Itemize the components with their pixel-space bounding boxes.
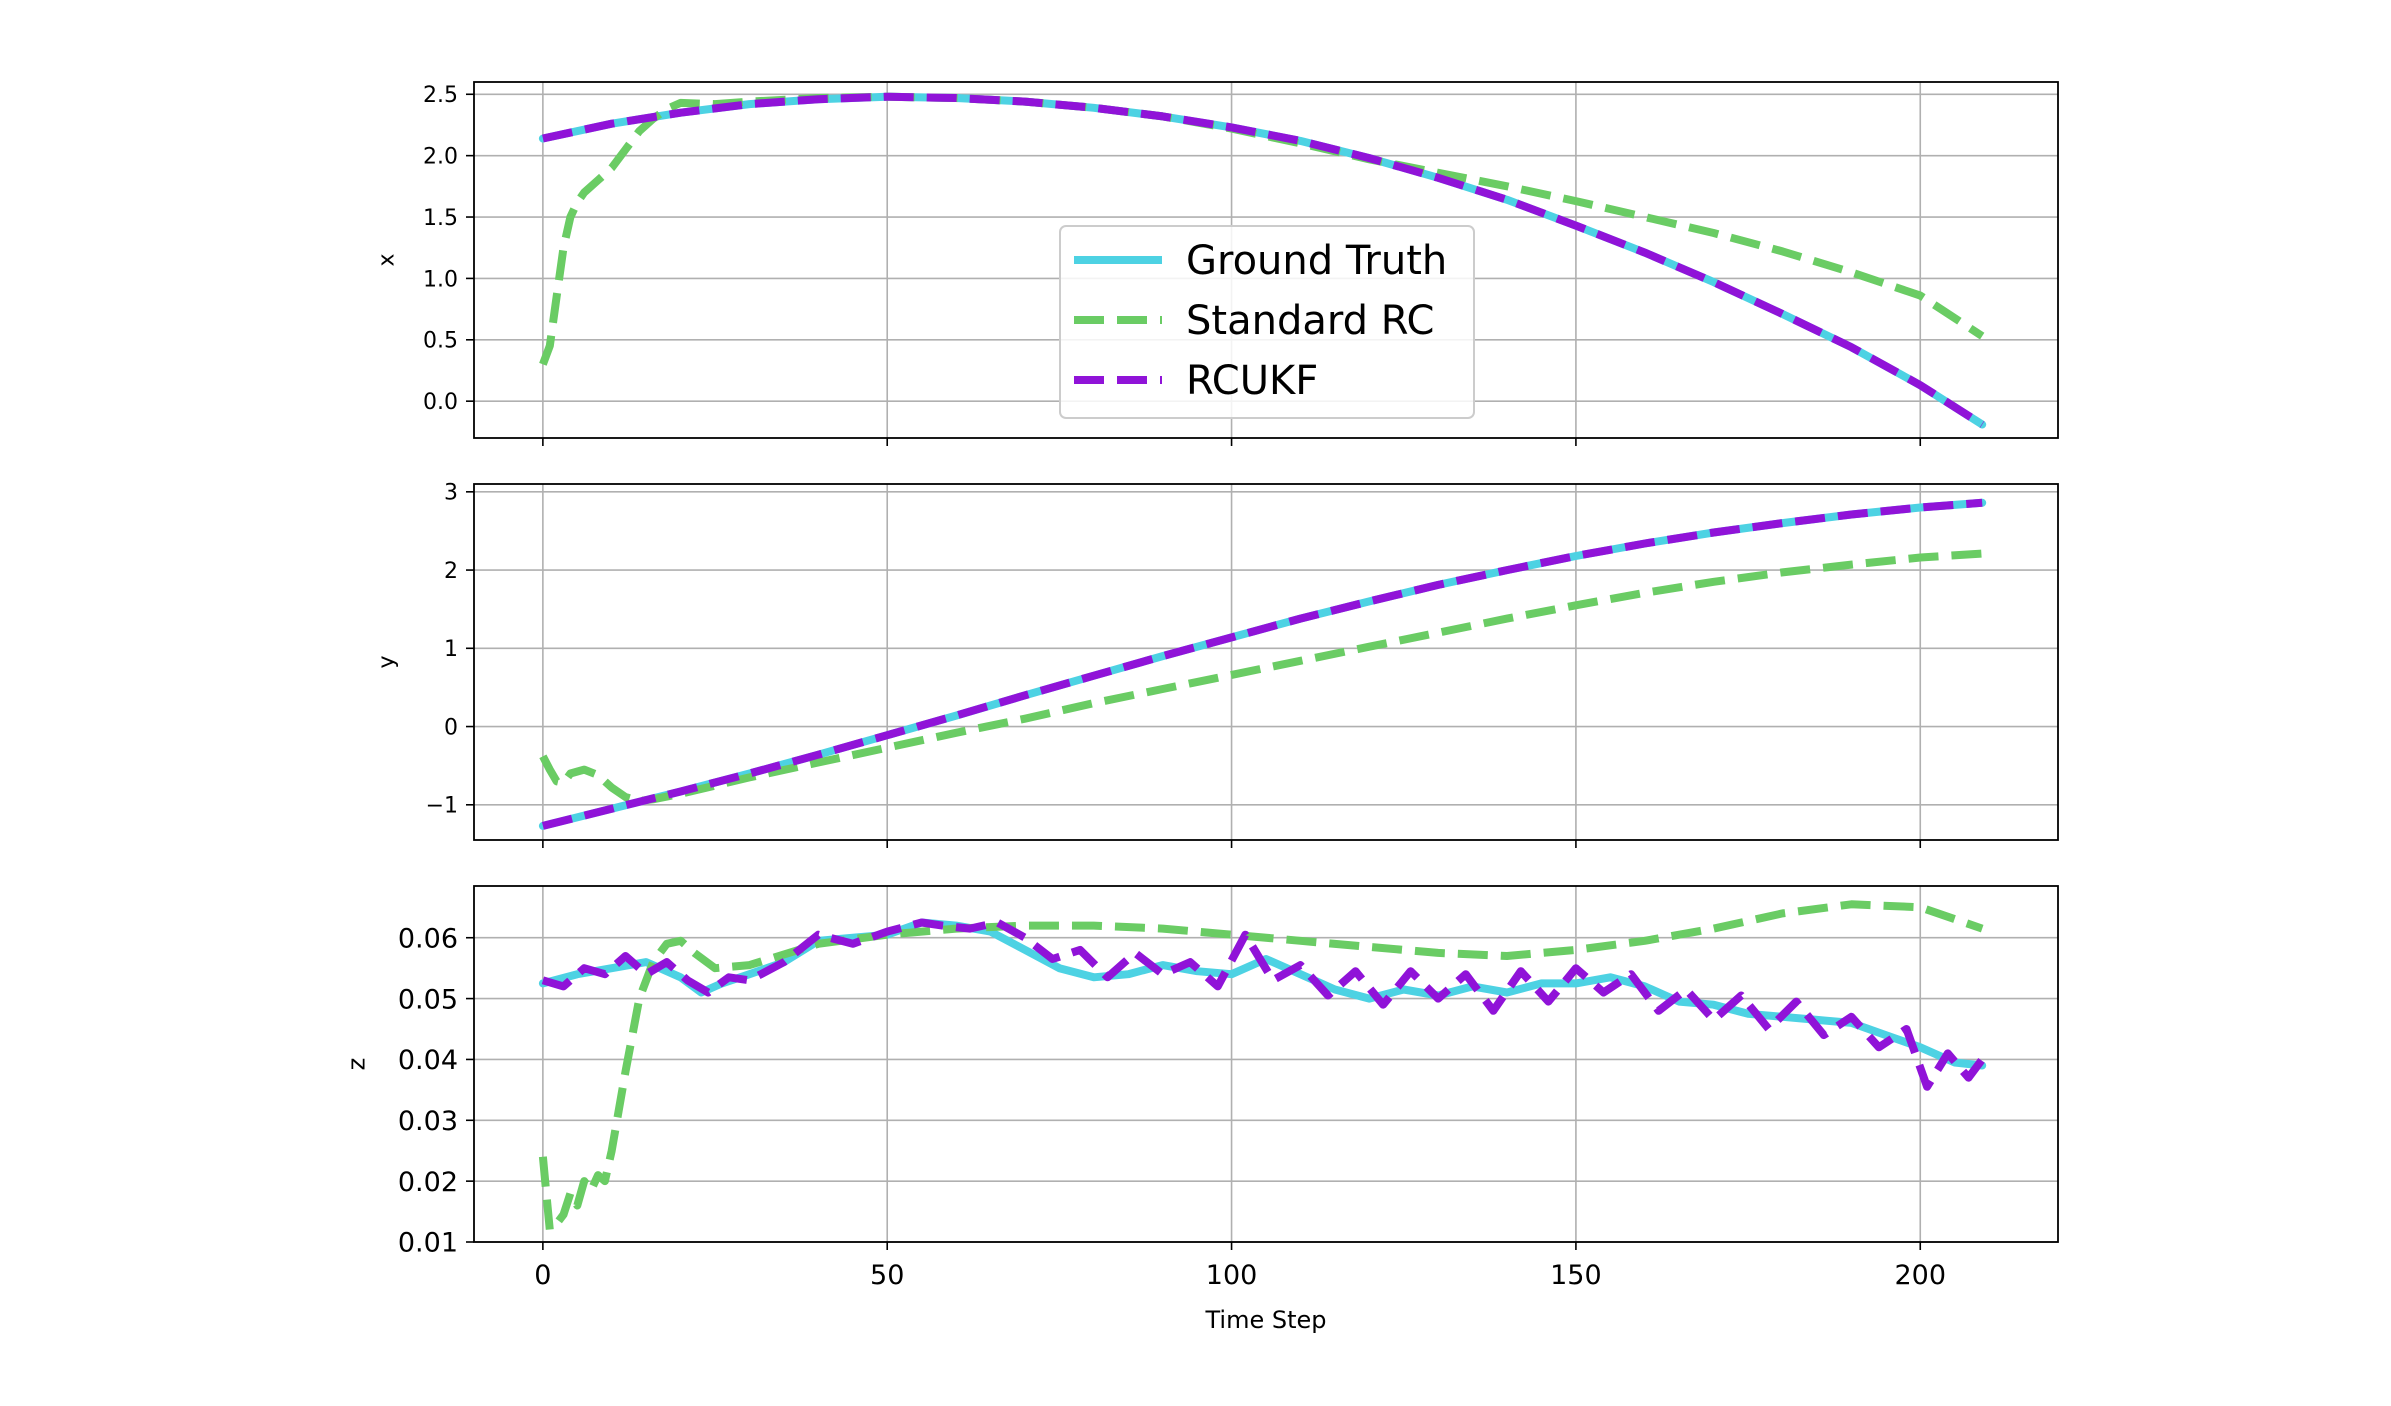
x-series	[538, 92, 1987, 429]
x-tick-label: 50	[870, 1260, 904, 1291]
z-y-tick-label: 0.02	[398, 1167, 458, 1198]
z-plot-area	[474, 886, 2058, 1242]
y-axis-label: y	[375, 655, 400, 668]
x-y-tick-label: 1.5	[423, 206, 458, 231]
z-y-tick-label: 0.04	[398, 1045, 458, 1076]
x-y-tick-label: 0.5	[423, 329, 458, 354]
z-axis-label: z	[342, 1058, 370, 1071]
z-panel: 0 50 100 150 200 0.01 0.02 0.03 0.04 0.05 0.06 z	[342, 885, 2059, 1291]
x-y-tick-label: 0.0	[423, 390, 458, 415]
y-series-rcukf	[541, 498, 1983, 830]
x-series-rcukf	[542, 92, 1985, 428]
y-y-tick-label: 2	[444, 559, 458, 584]
z-ticks: 0 50 100 150 200 0.01 0.02 0.03 0.04 0.05 0.06	[398, 923, 1946, 1291]
legend-label-ground-truth: Ground Truth	[1186, 238, 1447, 284]
legend-box	[1059, 225, 1475, 419]
z-series-ground-truth	[538, 918, 1987, 1070]
y-axes-frame	[473, 483, 2059, 841]
x-tick-label: 0	[534, 1260, 551, 1291]
z-y-tick-label: 0.01	[398, 1228, 458, 1259]
x-tick-label: 100	[1206, 1260, 1258, 1291]
y-ticks: −1 0 1 2 3	[426, 481, 1922, 848]
z-y-tick-label: 0.03	[398, 1106, 458, 1137]
y-series-standard-rc	[539, 549, 1983, 805]
time-step-axis-label: Time Step	[1204, 1306, 1326, 1334]
x-tick-label: 200	[1894, 1260, 1946, 1291]
y-panel: −1 0 1 2 3 y	[375, 481, 2059, 848]
legend: Ground Truth Standard RC RCUKF	[1059, 225, 1475, 419]
x-ticks: 0.0 0.5 1.0 1.5 2.0 2.5	[423, 83, 1922, 446]
x-y-tick-label: 2.0	[423, 145, 458, 170]
x-axes-frame	[473, 81, 2059, 439]
y-y-tick-label: −1	[426, 794, 458, 819]
y-y-tick-label: 0	[444, 715, 458, 740]
legend-label-standard-rc: Standard RC	[1186, 298, 1434, 344]
x-tick-label: 150	[1550, 1260, 1602, 1291]
z-y-tick-label: 0.05	[398, 984, 458, 1015]
z-y-tick-label: 0.06	[398, 923, 458, 954]
legend-label-rcukf: RCUKF	[1186, 358, 1318, 404]
y-series	[538, 498, 1987, 830]
x-y-tick-label: 1.0	[423, 267, 458, 292]
y-y-tick-label: 3	[444, 481, 458, 506]
x-y-tick-label: 2.5	[423, 83, 458, 108]
z-series-standard-rc	[538, 900, 1984, 1234]
y-y-tick-label: 1	[444, 637, 458, 662]
z-axes-frame	[473, 885, 2059, 1243]
z-series	[538, 900, 1987, 1234]
x-axis-label: x	[375, 253, 400, 266]
z-series-rcukf	[541, 918, 1986, 1091]
